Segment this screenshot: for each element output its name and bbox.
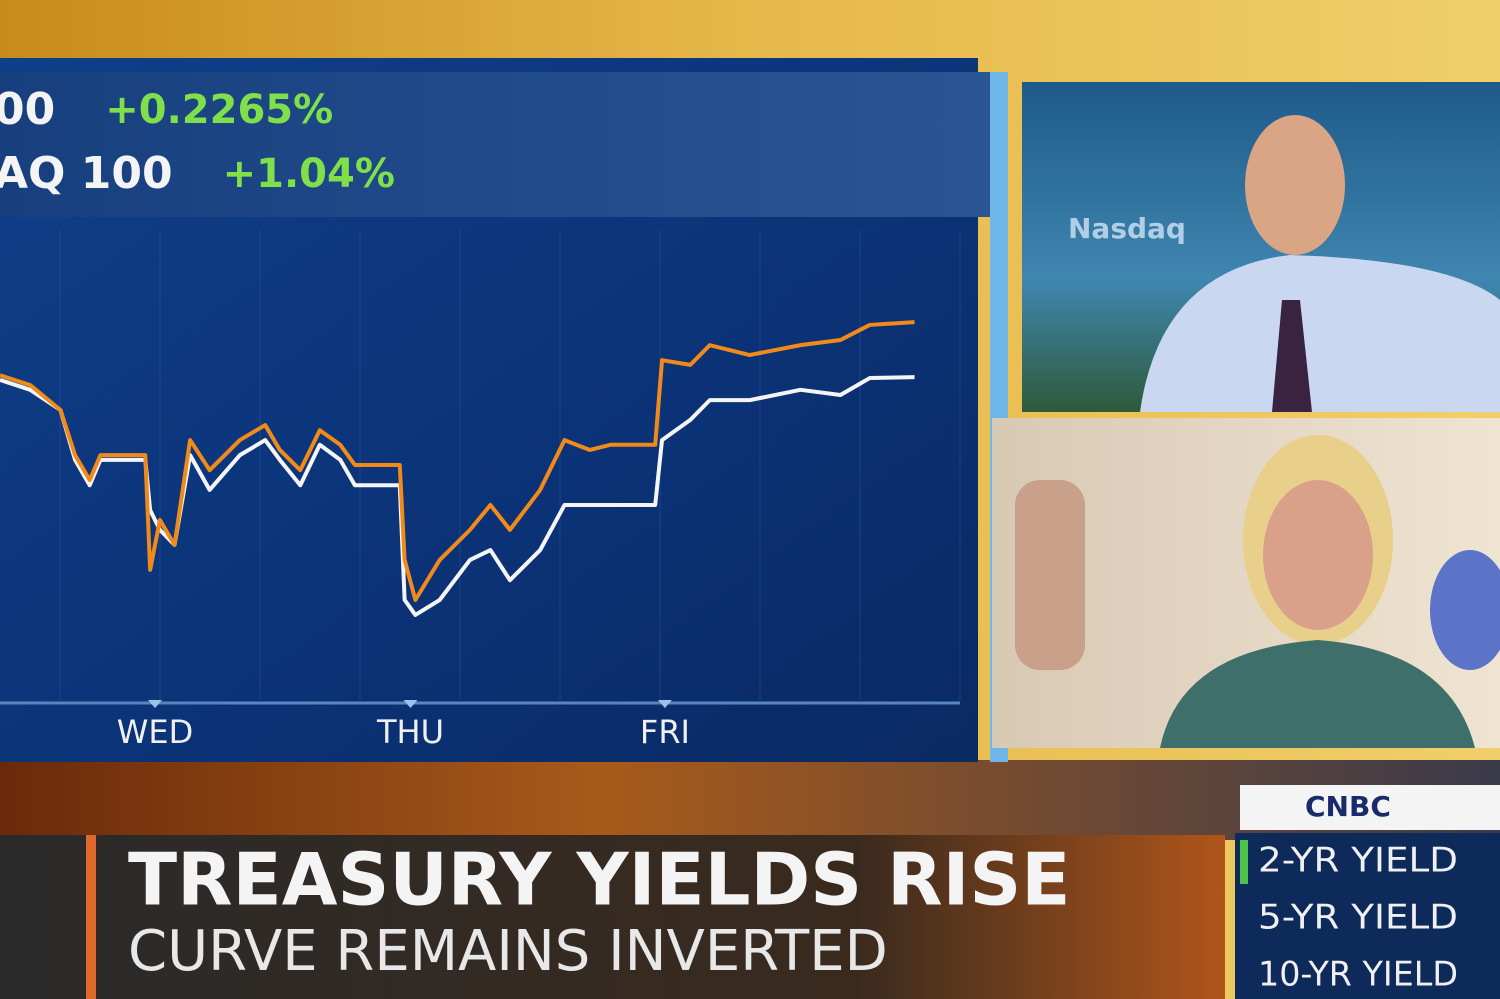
headline: TREASURY YIELDS RISE bbox=[128, 838, 1070, 922]
studio-sign: Nasdaq bbox=[1068, 212, 1186, 245]
ticker-name: AQ 100 bbox=[0, 148, 173, 199]
guest-face bbox=[1263, 480, 1373, 630]
series-line bbox=[0, 320, 915, 602]
x-tick-mark bbox=[403, 700, 418, 708]
plot: WED THU FRI 00 +0.2265% AQ 100 +1.04% bbox=[0, 84, 961, 751]
yield-label: 10-YR YIELD bbox=[1258, 955, 1458, 995]
logo-box bbox=[1240, 785, 1500, 830]
x-tick-label: FRI bbox=[640, 713, 690, 751]
ticker-change: +0.2265% bbox=[105, 87, 333, 133]
network-logo: CNBC bbox=[1305, 790, 1391, 823]
x-tick-label: THU bbox=[376, 713, 444, 751]
x-tick-mark bbox=[657, 700, 672, 708]
banner-accent bbox=[86, 835, 96, 999]
x-tick-label: WED bbox=[117, 713, 194, 751]
guest-top bbox=[1160, 640, 1475, 748]
yield-list: 2-YR YIELD 5-YR YIELD 10-YR YIELD bbox=[1258, 841, 1458, 995]
ticker-name: 00 bbox=[0, 84, 55, 135]
yield-label: 5-YR YIELD bbox=[1258, 898, 1458, 938]
yield-label: 2-YR YIELD bbox=[1258, 841, 1458, 881]
background-person bbox=[1015, 480, 1085, 670]
anchor-head bbox=[1245, 115, 1345, 255]
yield-panel bbox=[1235, 833, 1500, 999]
anchor-tie bbox=[1272, 300, 1312, 412]
subheadline: CURVE REMAINS INVERTED bbox=[128, 919, 888, 984]
flowers bbox=[1430, 550, 1500, 670]
anchor-shirt bbox=[1140, 255, 1500, 412]
ticker-change: +1.04% bbox=[223, 151, 395, 197]
x-tick-mark bbox=[148, 700, 163, 708]
ticker-header bbox=[0, 72, 1005, 217]
yield-marker bbox=[1240, 840, 1248, 884]
banner bbox=[0, 835, 1225, 999]
